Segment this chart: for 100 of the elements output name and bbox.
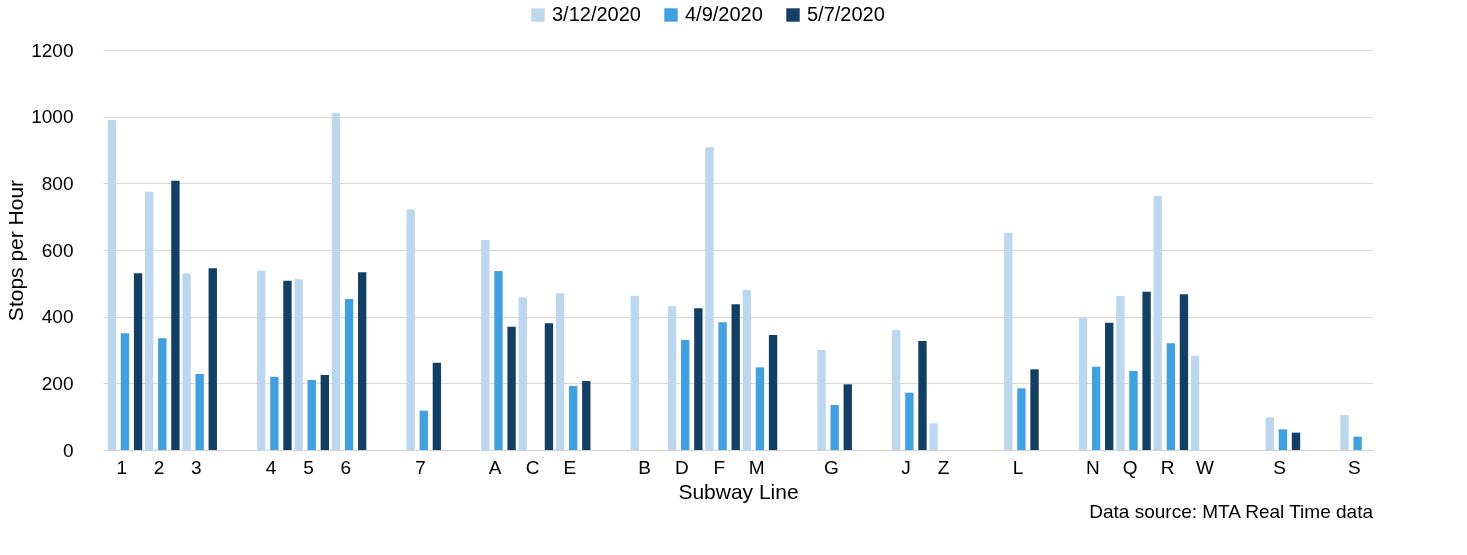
bar (718, 322, 727, 450)
bar (544, 323, 554, 450)
bar (208, 268, 217, 450)
bar (158, 338, 167, 450)
bar (307, 380, 316, 450)
x-tick-label: M (748, 456, 765, 478)
bar (1179, 294, 1189, 450)
bar (107, 120, 117, 450)
x-axis-title: Subway Line (678, 479, 799, 503)
bar (432, 362, 442, 450)
bar (1030, 369, 1039, 450)
bar (1091, 366, 1101, 450)
bar (768, 335, 778, 450)
bar (630, 295, 639, 450)
x-tick-label: 1 (116, 456, 127, 478)
y-tick-label: 0 (62, 439, 74, 461)
bar (1116, 296, 1125, 450)
bar (1105, 322, 1114, 450)
bar (270, 376, 279, 450)
bar (1353, 436, 1362, 450)
bar (843, 384, 852, 450)
y-tick-label: 600 (41, 239, 74, 261)
y-tick-label: 1200 (31, 39, 74, 61)
legend-label: 4/9/2020 (685, 3, 763, 25)
bar (1129, 371, 1138, 450)
x-tick-label: N (1085, 456, 1100, 478)
source-note: Data source: MTA Real Time data (1089, 501, 1374, 522)
bar (195, 374, 204, 450)
x-tick-label: R (1160, 456, 1175, 478)
bar (182, 273, 191, 450)
bar (1017, 388, 1026, 450)
x-tick-label: 3 (191, 456, 202, 478)
bar (681, 340, 690, 450)
bar (918, 341, 927, 450)
legend-label: 5/7/2020 (807, 3, 885, 25)
bar (283, 280, 292, 450)
bar (755, 367, 765, 450)
y-axis-title: Stops per Hour (4, 179, 28, 322)
x-tick-label: Z (937, 456, 950, 478)
bar (145, 191, 154, 450)
y-tick-label: 400 (41, 306, 74, 328)
bar (120, 333, 130, 450)
bar (929, 423, 938, 450)
x-tick-label: B (638, 456, 651, 478)
bar (1190, 355, 1200, 450)
bar (331, 113, 341, 450)
bar (569, 386, 578, 450)
bar (171, 180, 180, 450)
y-tick-label: 800 (41, 172, 74, 194)
bar (1265, 417, 1274, 450)
bar (817, 350, 826, 450)
bar (518, 297, 527, 450)
bar (892, 330, 901, 450)
bar (344, 299, 354, 450)
bar (1153, 196, 1162, 450)
y-tick-label: 1000 (31, 106, 74, 128)
bar (905, 392, 914, 450)
x-tick-label: S (1347, 456, 1361, 478)
x-tick-label: F (713, 456, 726, 478)
x-tick-label: C (525, 456, 540, 478)
bar (830, 405, 839, 450)
bar (294, 279, 303, 450)
bar (494, 271, 503, 450)
y-tick-label: 200 (41, 372, 74, 394)
bar (667, 306, 677, 450)
bar (507, 326, 516, 450)
bar (1142, 291, 1151, 450)
x-tick-label: 6 (340, 456, 352, 478)
bar (705, 147, 714, 450)
bar (731, 304, 740, 450)
x-tick-label: 4 (265, 456, 277, 478)
bar (320, 375, 329, 450)
bar (1291, 432, 1301, 450)
bar (1078, 317, 1088, 450)
x-tick-label: 7 (415, 456, 426, 478)
x-tick-label: D (675, 456, 689, 478)
bar (1004, 232, 1013, 450)
x-tick-label: 5 (303, 456, 314, 478)
x-tick-label: L (1012, 456, 1024, 478)
bar (133, 273, 143, 450)
bar (358, 272, 367, 450)
bar (1278, 429, 1288, 450)
x-tick-label: J (901, 456, 911, 478)
x-tick-label: G (823, 456, 839, 478)
bar (406, 209, 415, 450)
bar (257, 270, 266, 450)
bar (694, 308, 703, 450)
x-tick-label: Q (1122, 456, 1138, 478)
x-tick-label: W (1195, 456, 1214, 478)
legend-label: 3/12/2020 (552, 3, 641, 25)
x-tick-label: A (488, 456, 502, 478)
bar (1166, 343, 1176, 450)
x-tick-label: 2 (153, 456, 165, 478)
bar (742, 290, 752, 450)
bar (555, 293, 565, 450)
bar (481, 240, 490, 450)
x-tick-label: S (1273, 456, 1286, 478)
bar (419, 410, 428, 450)
bar (582, 381, 591, 450)
x-tick-label: E (563, 456, 577, 478)
